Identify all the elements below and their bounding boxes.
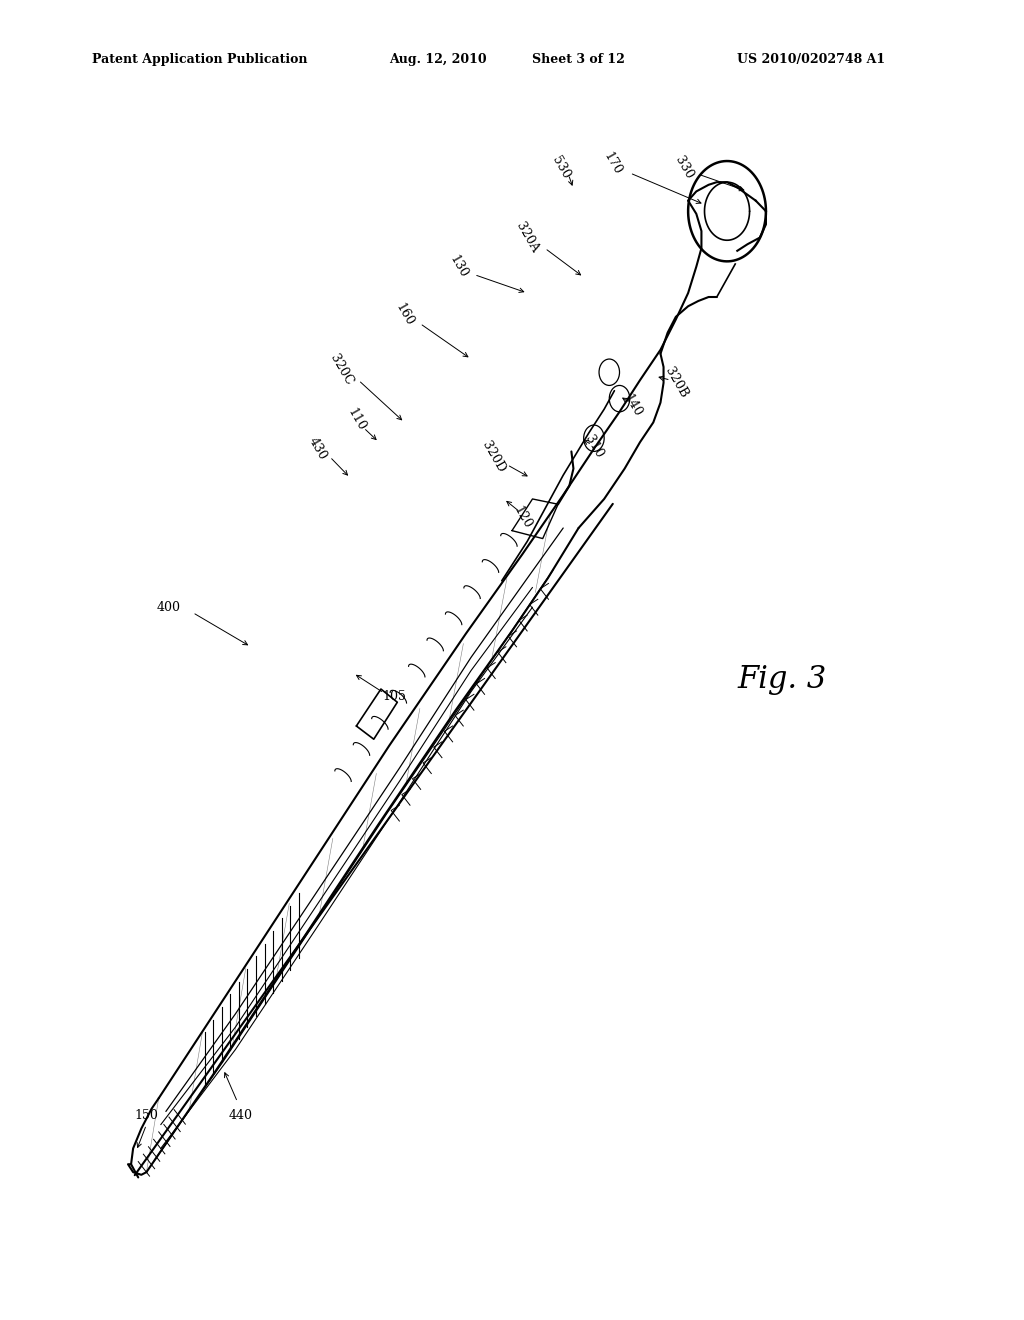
Text: 105: 105 bbox=[382, 690, 407, 704]
Text: 170: 170 bbox=[601, 150, 624, 177]
Text: 130: 130 bbox=[447, 253, 470, 280]
Text: 320B: 320B bbox=[662, 366, 690, 400]
Text: 310: 310 bbox=[583, 433, 605, 459]
Text: 320C: 320C bbox=[327, 352, 355, 387]
Text: 120: 120 bbox=[511, 504, 534, 531]
Text: 530: 530 bbox=[550, 154, 572, 181]
Text: 320A: 320A bbox=[513, 220, 542, 255]
Text: 150: 150 bbox=[134, 1109, 159, 1122]
Text: 400: 400 bbox=[157, 601, 181, 614]
Text: 140: 140 bbox=[622, 392, 644, 418]
Text: 160: 160 bbox=[393, 301, 416, 327]
Text: 430: 430 bbox=[306, 436, 329, 462]
Text: 440: 440 bbox=[228, 1109, 253, 1122]
Text: Patent Application Publication: Patent Application Publication bbox=[92, 53, 307, 66]
Text: 330: 330 bbox=[673, 154, 695, 181]
Text: 320D: 320D bbox=[479, 438, 508, 475]
Text: Fig. 3: Fig. 3 bbox=[737, 664, 826, 696]
Text: Aug. 12, 2010: Aug. 12, 2010 bbox=[389, 53, 486, 66]
Text: 110: 110 bbox=[345, 407, 368, 433]
Text: US 2010/0202748 A1: US 2010/0202748 A1 bbox=[737, 53, 886, 66]
Text: Sheet 3 of 12: Sheet 3 of 12 bbox=[532, 53, 626, 66]
